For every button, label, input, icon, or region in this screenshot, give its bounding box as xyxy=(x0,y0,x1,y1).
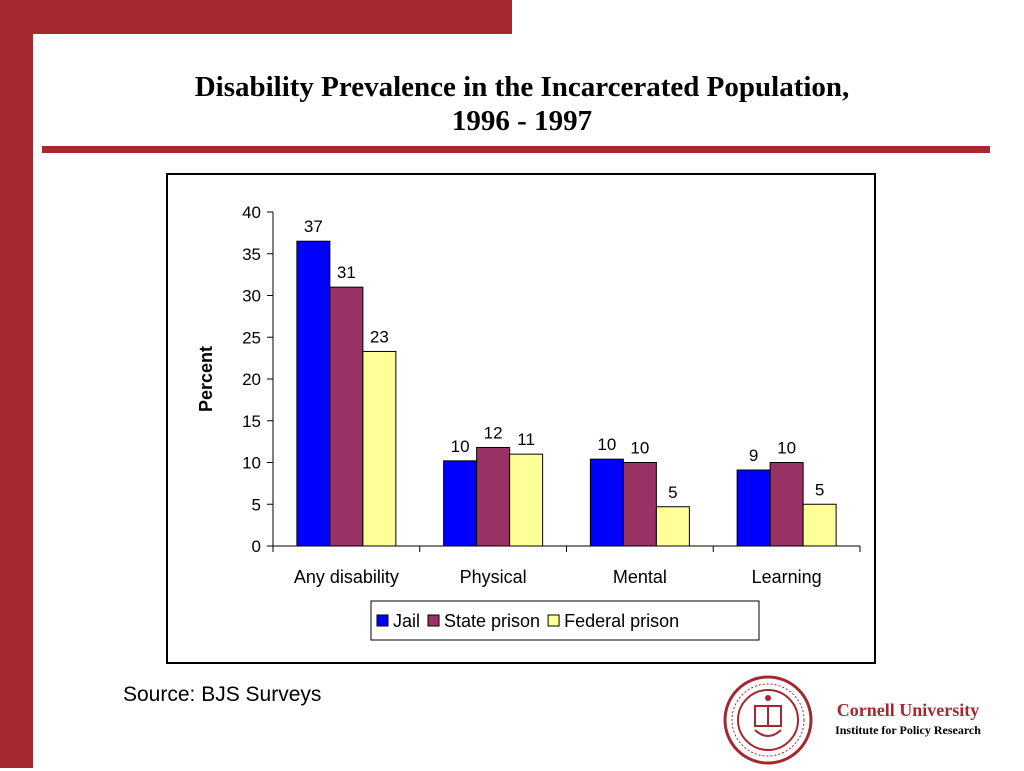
cornell-seal-icon xyxy=(722,674,814,766)
y-tick-label: 25 xyxy=(242,328,261,347)
legend-label: Jail xyxy=(393,611,420,631)
y-tick-label: 15 xyxy=(242,412,261,431)
legend-swatch xyxy=(427,614,440,627)
bar-state-prison xyxy=(769,462,804,547)
x-tick-label: Any disability xyxy=(294,567,399,587)
y-tick-label: 35 xyxy=(242,245,261,264)
data-label: 37 xyxy=(304,217,323,236)
data-label: 10 xyxy=(630,439,649,458)
bar-federal-prison xyxy=(802,503,837,547)
x-tick-label: Physical xyxy=(460,567,527,587)
legend-swatch xyxy=(547,614,560,627)
bar-federal-prison xyxy=(509,453,544,547)
top-accent-bar xyxy=(0,0,512,34)
bar-federal-prison xyxy=(362,350,397,547)
x-tick-label: Learning xyxy=(752,567,822,587)
data-label: 31 xyxy=(337,263,356,282)
bar-jail xyxy=(589,458,624,547)
legend-swatch xyxy=(376,614,389,627)
bar-jail xyxy=(443,460,478,547)
y-tick-label: 10 xyxy=(242,454,261,473)
legend-label: Federal prison xyxy=(564,611,679,631)
x-tick-label: Mental xyxy=(613,567,667,587)
title-line-1: Disability Prevalence in the Incarcerate… xyxy=(194,71,850,103)
institution-subtitle: Institute for Policy Research xyxy=(835,723,981,737)
slide-title: Disability Prevalence in the Incarcerate… xyxy=(40,70,1004,138)
legend-label: State prison xyxy=(444,611,540,631)
y-tick-label: 5 xyxy=(252,495,261,514)
institution-name: Cornell University xyxy=(836,700,980,720)
data-label: 23 xyxy=(370,327,389,346)
chart-frame: 0 5 10 15 20 25 30 35 40 Percent 37 31 23 Any disabil… xyxy=(166,173,876,664)
bar-state-prison xyxy=(622,462,657,547)
y-tick-label: 40 xyxy=(242,203,261,222)
data-label: 9 xyxy=(749,446,758,465)
institution-block: Cornell University Institute for Policy … xyxy=(818,700,998,738)
bar-federal-prison xyxy=(655,506,690,547)
data-label: 10 xyxy=(597,435,616,454)
data-label: 12 xyxy=(484,423,503,442)
data-label: 5 xyxy=(815,480,824,499)
source-note: Source: BJS Surveys xyxy=(123,683,322,706)
bar-state-prison xyxy=(476,446,511,547)
y-tick-label: 20 xyxy=(242,370,261,389)
bar-jail xyxy=(736,469,771,547)
data-label: 10 xyxy=(777,439,796,458)
data-label: 10 xyxy=(451,437,470,456)
y-axis-label: Percent xyxy=(196,346,216,412)
y-tick-label: 30 xyxy=(242,287,261,306)
data-label: 11 xyxy=(517,430,535,449)
bar-chart: 0 5 10 15 20 25 30 35 40 Percent 37 31 23 Any disabil… xyxy=(196,203,861,641)
bar-jail xyxy=(296,240,331,547)
data-label: 5 xyxy=(668,483,677,502)
left-accent-bar xyxy=(0,0,33,768)
y-tick-label: 0 xyxy=(252,537,261,556)
title-rule xyxy=(42,146,990,153)
bar-state-prison xyxy=(329,286,364,547)
title-line-2: 1996 - 1997 xyxy=(451,105,593,137)
